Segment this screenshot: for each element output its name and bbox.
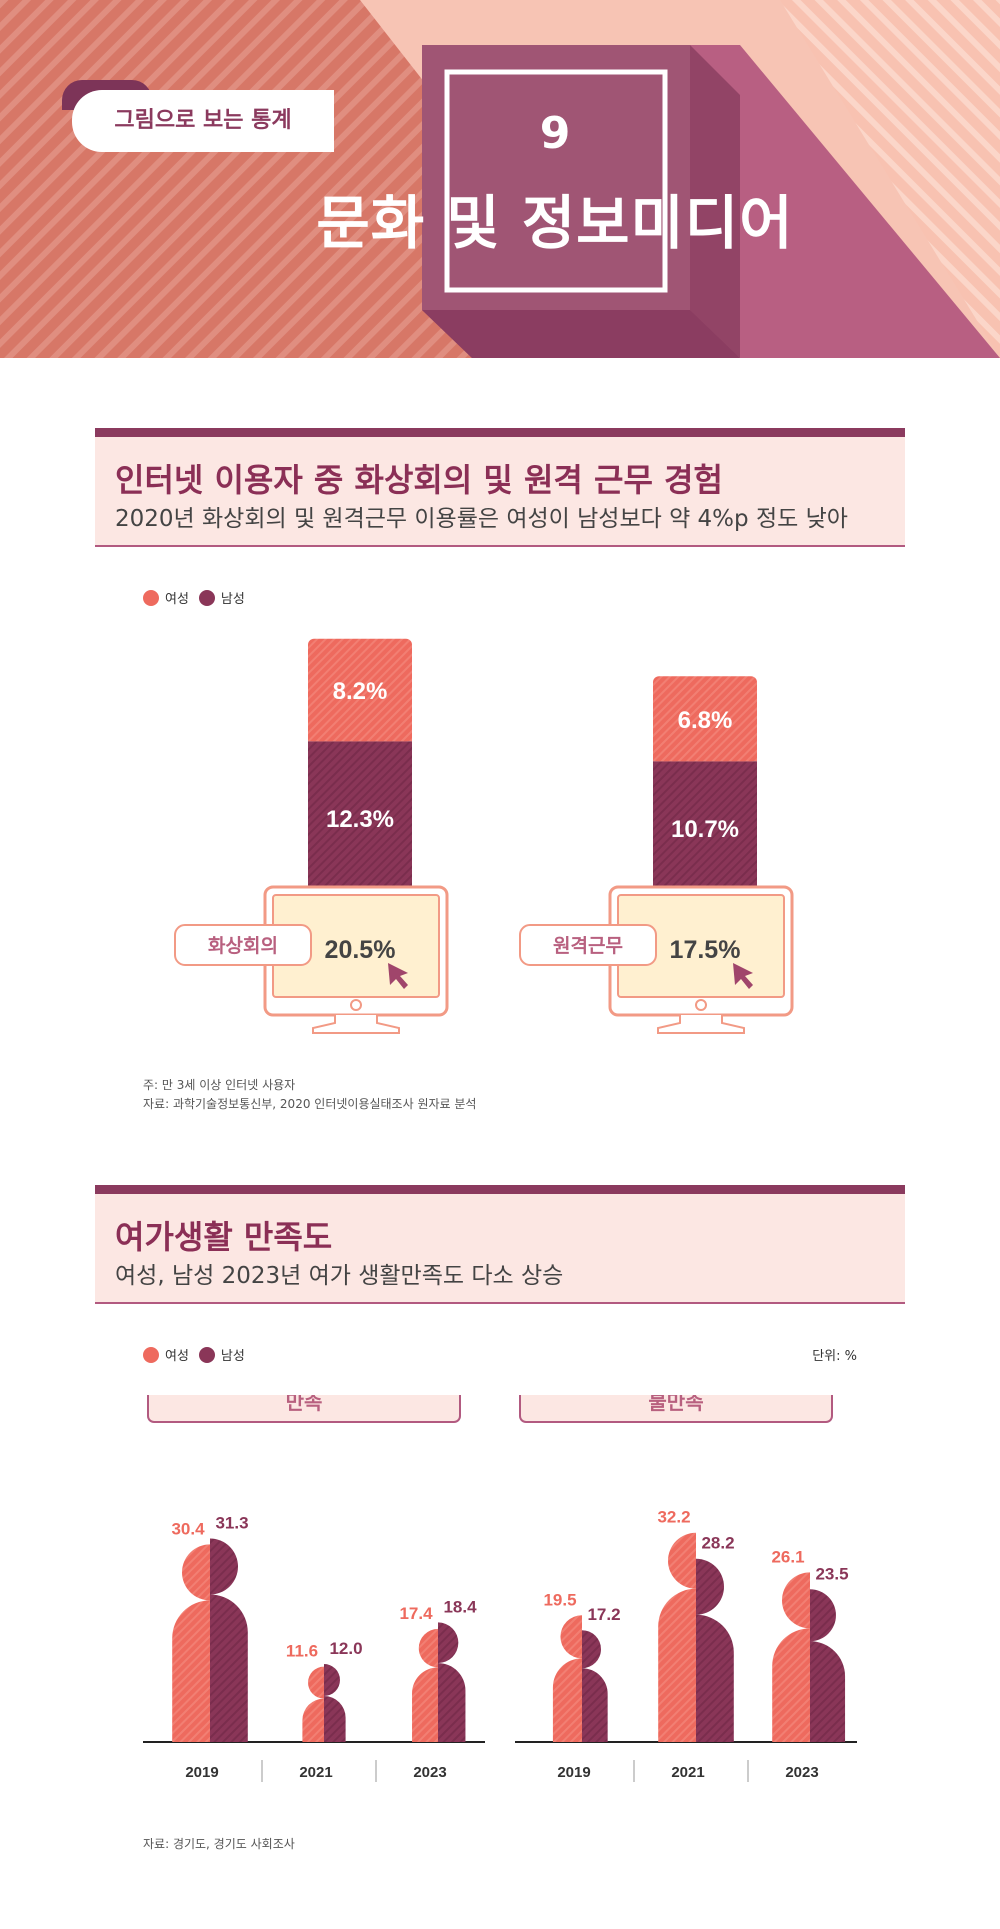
bar-female [658,1532,696,1742]
bar-female-join [653,753,757,762]
note-line: 주: 만 3세 이상 인터넷 사용자 [143,1078,296,1092]
bar-label-male: 10.7% [671,816,739,843]
bar-male [438,1622,466,1742]
bar-male [582,1630,608,1742]
satisfaction-chart: 만족 30.4 31.3 2019 11.6 12.0 2021 17.4 18.4 2023 불만… [143,1395,857,1782]
bar-female [653,676,757,762]
section2-header: 여가생활 만족도 여성, 남성 2023년 여가 생활만족도 다소 상승 [95,1185,905,1304]
section2-title: 여가생활 만족도 [115,1218,333,1256]
value-label-male: 23.5 [815,1564,848,1583]
x-tick-label: 2023 [785,1764,818,1781]
bar-male [210,1538,248,1742]
bar-male [696,1558,734,1742]
source-line: 자료: 과학기술정보통신부, 2020 인터넷이용실태조사 원자료 분석 [143,1097,477,1111]
bar-female [552,1615,582,1742]
bar-male [324,1664,346,1742]
bar-female [772,1572,810,1742]
bar-female [302,1666,324,1742]
unit-label: 단위: % [812,1349,857,1364]
hero-background [0,0,1000,358]
legend-male-label: 남성 [220,1349,245,1364]
group-header [519,1395,833,1423]
legend-2: 여성 남성 [143,1345,245,1364]
value-label-female: 32.2 [657,1508,690,1527]
category-pill [519,924,657,966]
legend-male-label: 남성 [220,592,245,607]
bar-label-female: 8.2% [333,678,388,705]
group-header [147,1395,461,1423]
x-tick-label: 2023 [413,1764,446,1781]
legend-male-swatch [198,589,215,606]
value-label-male: 12.0 [329,1639,362,1658]
chapter-number: 9 [539,108,571,159]
value-label-male: 18.4 [443,1597,477,1616]
group-label: 불만족 [648,1395,703,1414]
value-label-female: 11.6 [286,1642,318,1661]
legend-male-swatch [198,1346,215,1363]
hero-banner: 그림으로 보는 통계 9 문화 및 정보미디어 [0,0,1000,358]
cursor-icon [388,963,408,989]
value-label-female: 30.4 [171,1519,205,1538]
value-label-female: 19.5 [543,1590,576,1609]
x-tick-label: 2019 [557,1764,590,1781]
bar-female-join [308,733,412,742]
x-tick-label: 2021 [299,1764,332,1781]
x-tick-label: 2019 [185,1764,218,1781]
legend-female-swatch [143,589,159,606]
bar-male [653,761,757,895]
value-label-male: 17.2 [587,1605,620,1624]
section2-source: 자료: 경기도, 경기도 사회조사 [143,1837,295,1851]
monitor-button [350,999,362,1011]
category-label: 원격근무 [553,935,623,957]
bar-female [172,1544,210,1742]
series-badge: 그림으로 보는 통계 [72,90,334,152]
monitor-stand [312,1015,400,1034]
bar-female [412,1628,438,1742]
monitor-button [695,999,707,1011]
bar-label-female: 6.8% [678,707,733,734]
value-label-female: 26.1 [771,1547,804,1566]
legend-female-swatch [143,1346,159,1363]
category-pill [174,924,312,966]
legend-female-label: 여성 [165,1349,189,1364]
page-title: 문화 및 정보미디어 [316,189,794,257]
total-label: 20.5% [325,936,396,964]
section1-title: 인터넷 이용자 중 화상회의 및 원격 근무 경험 [115,461,723,499]
total-label: 17.5% [670,936,741,964]
group-label: 만족 [286,1395,323,1414]
value-label-male: 28.2 [701,1534,734,1553]
section2-subtitle: 여성, 남성 2023년 여가 생활만족도 다소 상승 [115,1263,564,1289]
monitor-stand [657,1015,745,1034]
cursor-icon [733,963,753,989]
stacked-bar-chart: 8.2% 12.3% 20.5% 화상회의 6.8% 10.7% 17.5% 원격근무 [174,638,794,1034]
section1-header: 인터넷 이용자 중 화상회의 및 원격 근무 경험 2020년 화상회의 및 원… [95,428,905,547]
bar-male [810,1589,846,1742]
value-label-male: 31.3 [215,1514,248,1533]
section1-notes: 주: 만 3세 이상 인터넷 사용자 자료: 과학기술정보통신부, 2020 인… [143,1076,476,1114]
section1-subtitle: 2020년 화상회의 및 원격근무 이용률은 여성이 남성보다 약 4%p 정도… [115,506,848,532]
category-label: 화상회의 [208,935,278,957]
bar-label-male: 12.3% [326,806,394,833]
bar-male [308,741,412,895]
x-tick-label: 2021 [671,1764,704,1781]
legend-female-label: 여성 [165,592,189,607]
bar-female [308,638,412,742]
value-label-female: 17.4 [399,1604,433,1623]
legend-1: 여성 남성 [143,588,245,607]
